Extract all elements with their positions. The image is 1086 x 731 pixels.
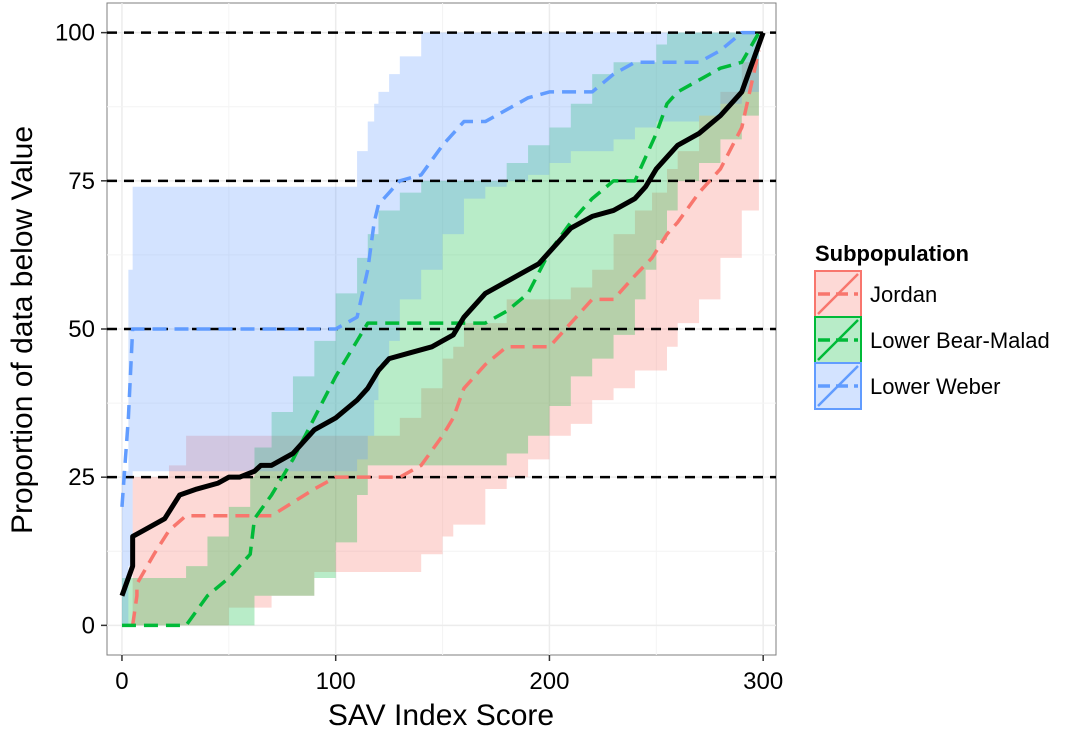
legend: Subpopulation Jordan Lower Bear-Malad Lowe… (814, 241, 1050, 410)
axes: 0 100 200 300 0 25 50 75 100 (55, 20, 783, 695)
series-lines (119, 30, 766, 628)
series-lower-bear-malad (121, 31, 761, 628)
x-tick-label: 0 (115, 668, 128, 695)
y-tick-label: 50 (68, 316, 95, 343)
x-tick-label: 300 (743, 668, 783, 695)
series-jordan (130, 50, 761, 626)
x-axis-title: SAV Index Score (328, 699, 554, 731)
y-tick-label: 75 (68, 168, 95, 195)
y-tick-label: 25 (68, 464, 95, 491)
legend-title: Subpopulation (815, 241, 969, 266)
x-tick-label: 200 (529, 668, 569, 695)
series-lower-weber (120, 30, 759, 507)
legend-label-lower-bear-malad: Lower Bear-Malad (870, 328, 1050, 353)
legend-label-jordan: Jordan (870, 282, 937, 307)
overall-series-line (119, 31, 766, 597)
x-tick-label: 100 (316, 668, 356, 695)
y-tick-label: 100 (55, 20, 95, 47)
legend-label-lower-weber: Lower Weber (870, 374, 1000, 399)
band-jordan (132, 32, 759, 626)
y-axis-title: Proportion of data below Value (6, 126, 39, 534)
y-tick-label: 0 (82, 612, 95, 639)
